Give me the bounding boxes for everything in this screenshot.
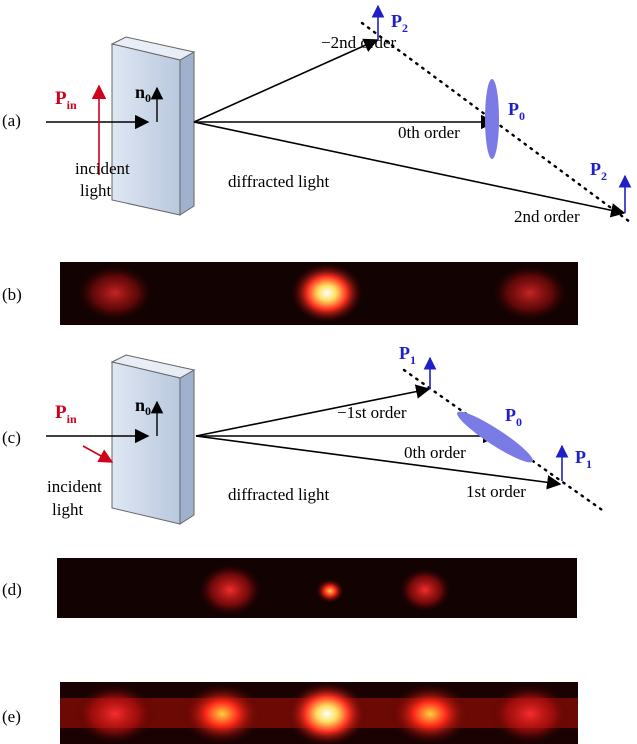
spot	[399, 568, 451, 612]
spot	[492, 265, 568, 321]
subscript: 1	[586, 457, 592, 471]
diffracted-text: diffracted light	[228, 172, 329, 191]
panel-label: (c)	[2, 428, 21, 447]
symbol: P	[590, 159, 601, 179]
order-beam	[194, 40, 377, 122]
subscript: in	[67, 98, 77, 112]
panel-e: (e)	[2, 682, 578, 744]
figure: (a) Pin n0 incident light diffracted lig…	[0, 0, 637, 744]
subscript: 2	[601, 169, 607, 183]
slab-side	[180, 52, 194, 215]
symbol: n	[135, 82, 145, 102]
symbol: P	[399, 343, 410, 363]
symbol: P	[391, 11, 402, 31]
panel-c: (c) Pin n0 incident light diffracted lig…	[2, 343, 605, 524]
panel-label: (e)	[2, 707, 21, 726]
subscript: 0	[516, 415, 522, 429]
incident-text: light	[52, 500, 83, 519]
spot	[316, 579, 344, 603]
subscript: 1	[410, 353, 416, 367]
spot	[182, 684, 262, 744]
p2: P2	[590, 159, 607, 183]
symbol: P	[575, 447, 586, 467]
spot	[77, 265, 153, 321]
spot	[390, 684, 470, 744]
polarization-ellipse	[485, 79, 499, 159]
order-label: 2nd order	[514, 207, 580, 226]
order-label: −2nd order	[321, 33, 397, 52]
panel-label: (a)	[2, 111, 21, 130]
spot	[490, 684, 570, 744]
p-in: Pin	[55, 88, 77, 112]
panel-a: (a) Pin n0 incident light diffracted lig…	[2, 6, 630, 226]
symbol: P	[55, 88, 67, 109]
incident-text: incident	[75, 159, 130, 178]
symbol: n	[135, 395, 145, 415]
subscript: in	[67, 412, 77, 426]
p1: P1	[399, 343, 416, 367]
slab-front	[112, 362, 180, 524]
order-label: 0th order	[404, 443, 466, 462]
subscript: 0	[145, 91, 151, 105]
p-in: Pin	[55, 402, 77, 426]
spot	[291, 263, 363, 323]
p1: P1	[575, 447, 592, 471]
p2: P2	[391, 11, 408, 35]
symbol: P	[505, 405, 516, 425]
panel-label: (d)	[2, 580, 22, 599]
subscript: 0	[145, 404, 151, 418]
incident-text: incident	[47, 477, 102, 496]
subscript: 2	[402, 21, 408, 35]
slab-side	[180, 370, 194, 524]
symbol: P	[508, 99, 519, 119]
p0: P0	[505, 405, 522, 429]
incident-text: light	[80, 181, 111, 200]
panel-b: (b)	[2, 262, 578, 325]
slab-front	[112, 44, 180, 215]
panel-label: (b)	[2, 285, 22, 304]
spot	[75, 684, 155, 744]
subscript: 0	[519, 109, 525, 123]
symbol: P	[55, 402, 67, 423]
spot	[198, 564, 262, 616]
order-label: 0th order	[398, 123, 460, 142]
order-label: 1st order	[466, 482, 526, 501]
diffracted-text: diffracted light	[228, 485, 329, 504]
order-label: −1st order	[337, 403, 407, 422]
panel-d: (d)	[2, 558, 577, 618]
p0: P0	[508, 99, 525, 123]
polarization-arrow	[83, 446, 112, 462]
spot	[287, 682, 367, 744]
